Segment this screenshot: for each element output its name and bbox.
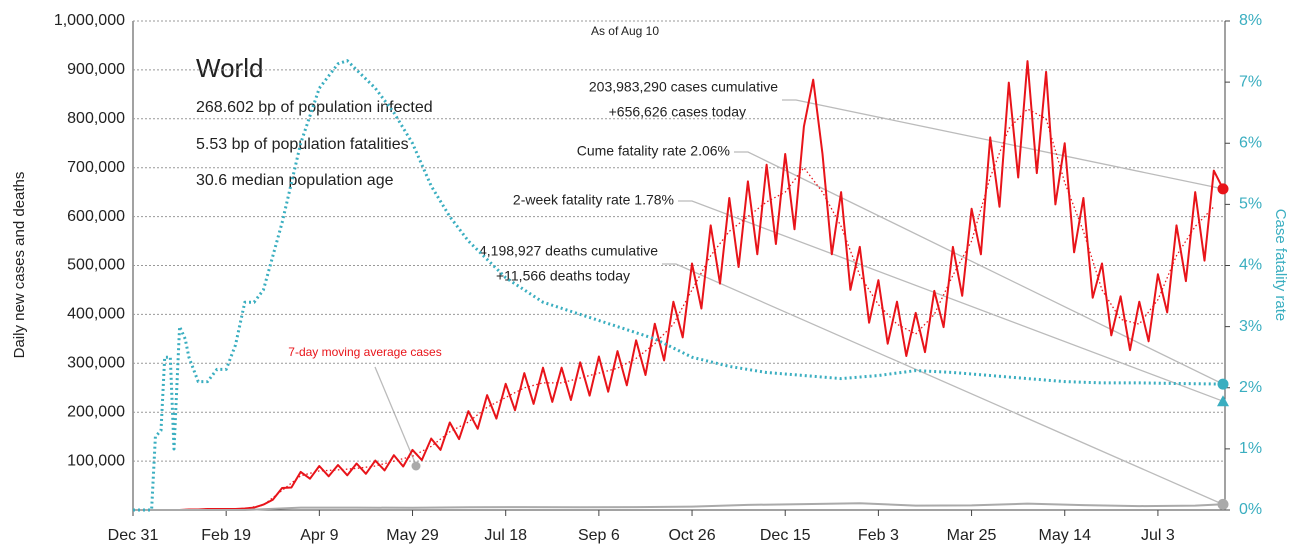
end-marker <box>1217 378 1229 390</box>
annotation: 203,983,290 cases cumulative <box>589 79 778 95</box>
leader-line <box>374 366 417 466</box>
y2-axis-label: Case fatality rate <box>1272 209 1289 322</box>
leader-line <box>734 151 1224 385</box>
leader-line <box>662 263 1224 505</box>
x-tick-label: Apr 9 <box>300 527 338 544</box>
y2-tick-label: 8% <box>1239 12 1262 29</box>
leader-line <box>782 99 1224 190</box>
annotation: 2-week fatality rate 1.78% <box>513 192 674 208</box>
y2-tick-label: 1% <box>1239 440 1262 457</box>
annotation: 7-day moving average cases <box>288 345 441 359</box>
x-tick-label: May 29 <box>386 527 439 544</box>
x-tick-label: May 14 <box>1039 527 1092 544</box>
x-tick-label: Oct 26 <box>668 527 715 544</box>
y-tick-label: 600,000 <box>67 208 125 225</box>
x-tick-label: Dec 31 <box>108 527 159 544</box>
annotation: Cume fatality rate 2.06% <box>577 143 730 159</box>
y-tick-label: 1,000,000 <box>54 12 125 29</box>
y-tick-label: 400,000 <box>67 306 125 323</box>
y2-tick-label: 0% <box>1239 501 1262 518</box>
y-tick-label: 500,000 <box>67 257 125 274</box>
annotation: +656,626 cases today <box>609 104 746 120</box>
y-tick-label: 200,000 <box>67 403 125 420</box>
series-line <box>133 60 1224 511</box>
y-tick-label: 900,000 <box>67 61 125 78</box>
end-marker <box>1217 395 1229 407</box>
y2-tick-label: 7% <box>1239 73 1262 90</box>
leader-dot <box>411 461 421 471</box>
leader-line <box>678 200 1224 402</box>
y-axis-label: Daily new cases and deaths <box>11 172 28 359</box>
x-tick-label: Feb 19 <box>201 527 251 544</box>
annotation: +11,566 deaths today <box>496 268 630 284</box>
x-tick-label: Jul 18 <box>484 527 527 544</box>
end-marker <box>1217 498 1229 510</box>
y2-tick-label: 5% <box>1239 196 1262 213</box>
y-tick-label: 700,000 <box>67 159 125 176</box>
region-title: World <box>196 53 263 83</box>
x-tick-label: Feb 3 <box>858 527 899 544</box>
y-tick-label: 100,000 <box>67 452 125 469</box>
y2-tick-label: 3% <box>1239 318 1262 335</box>
x-tick-label: Mar 25 <box>947 527 997 544</box>
info-line: 5.53 bp of population fatalities <box>196 136 409 153</box>
x-tick-label: Sep 6 <box>578 527 620 544</box>
annotation: 4,198,927 deaths cumulative <box>479 243 658 259</box>
end-marker <box>1217 183 1229 195</box>
subtitle: As of Aug 10 <box>591 24 659 38</box>
info-line: 30.6 median population age <box>196 172 394 189</box>
y2-tick-label: 6% <box>1239 134 1262 151</box>
x-tick-label: Jul 3 <box>1141 527 1175 544</box>
y2-tick-label: 4% <box>1239 257 1262 274</box>
y-tick-label: 800,000 <box>67 110 125 127</box>
y-tick-label: 300,000 <box>67 355 125 372</box>
x-tick-label: Dec 15 <box>760 527 811 544</box>
info-line: 268.602 bp of population infected <box>196 99 433 116</box>
y2-tick-label: 2% <box>1239 379 1262 396</box>
series-line <box>133 59 1226 512</box>
series-line <box>133 502 1224 511</box>
